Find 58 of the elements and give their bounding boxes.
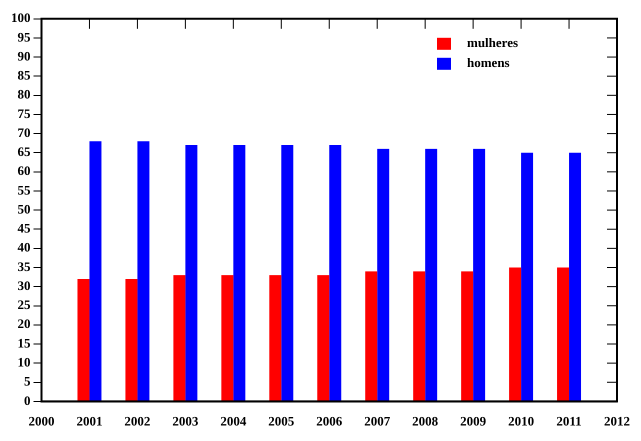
y-tick-label: 85	[18, 68, 31, 83]
bar	[269, 275, 282, 401]
x-tick-label: 2007	[364, 414, 391, 429]
x-tick-label: 2001	[76, 414, 102, 429]
bar	[521, 152, 534, 401]
y-tick-label: 40	[18, 240, 30, 255]
y-tick-label: 20	[18, 316, 30, 332]
bar	[413, 271, 426, 401]
x-tick-label: 2004	[220, 414, 247, 429]
bar	[569, 152, 582, 401]
y-tick-label: 15	[18, 335, 31, 350]
y-tick-label: 60	[18, 163, 30, 178]
y-tick-label: 65	[18, 144, 31, 160]
x-tick-label: 2009	[460, 414, 487, 429]
y-tick-label: 10	[18, 354, 30, 370]
x-tick-label: 2011	[556, 414, 582, 429]
bar	[509, 267, 522, 401]
bar	[557, 267, 570, 401]
legend-label: mulheres	[467, 35, 518, 50]
legend-label: homens	[467, 55, 510, 70]
x-tick-label: 2006	[316, 414, 343, 429]
x-tick-label: 2012	[604, 414, 630, 429]
bar	[77, 278, 90, 401]
y-tick-label: 45	[18, 220, 31, 236]
y-tick-label: 25	[18, 297, 31, 312]
y-tick-label: 55	[18, 182, 31, 198]
x-tick-label: 2008	[412, 414, 439, 429]
y-tick-label: 90	[18, 48, 30, 64]
bar	[221, 275, 234, 401]
bar	[89, 141, 102, 401]
x-tick-label: 2000	[28, 414, 54, 429]
x-tick-label: 2005	[268, 414, 295, 429]
y-tick-label: 50	[18, 201, 30, 216]
y-tick-label: 75	[18, 106, 31, 121]
bar	[329, 145, 342, 401]
bar	[137, 141, 150, 401]
bar	[473, 148, 486, 401]
y-tick-label: 80	[18, 86, 30, 102]
y-tick-label: 70	[18, 124, 30, 140]
y-tick-label: 30	[18, 278, 30, 293]
x-tick-label: 2010	[508, 414, 534, 429]
bar	[425, 148, 438, 401]
bar	[233, 145, 246, 401]
bar	[365, 271, 378, 401]
y-tick-label: 35	[18, 258, 31, 274]
bar	[317, 275, 330, 401]
bar	[377, 148, 390, 401]
x-tick-label: 2002	[124, 414, 150, 429]
bar	[125, 278, 138, 401]
bar	[185, 145, 198, 401]
y-tick-label: 0	[24, 392, 30, 408]
y-tick-label: 5	[24, 374, 31, 389]
x-tick-label: 2003	[172, 414, 199, 429]
y-tick-label: 95	[18, 29, 31, 44]
y-tick-label: 100	[11, 10, 30, 26]
bar	[281, 145, 294, 401]
bar	[461, 271, 474, 401]
bar	[173, 275, 186, 401]
